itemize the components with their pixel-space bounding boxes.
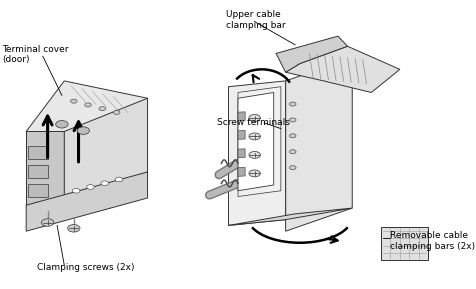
Circle shape [68,225,80,232]
Circle shape [85,103,91,107]
Polygon shape [238,167,245,176]
Polygon shape [228,208,352,225]
Circle shape [289,118,296,122]
Circle shape [56,121,68,128]
Polygon shape [286,46,400,92]
Circle shape [249,151,260,158]
Text: Removable cable
clamping bars (2x): Removable cable clamping bars (2x) [390,231,476,251]
Polygon shape [228,81,286,225]
Circle shape [41,219,54,226]
Circle shape [249,114,260,121]
Polygon shape [238,87,281,197]
Circle shape [87,185,94,189]
Text: Upper cable
clamping bar: Upper cable clamping bar [226,10,286,29]
Text: Clamping screws (2x): Clamping screws (2x) [37,263,134,272]
Polygon shape [276,36,347,72]
Circle shape [77,127,89,134]
Polygon shape [28,184,48,197]
Polygon shape [238,112,245,121]
Circle shape [249,133,260,140]
Circle shape [115,177,123,182]
Circle shape [289,166,296,170]
Circle shape [289,134,296,138]
Circle shape [289,150,296,154]
Polygon shape [26,172,148,231]
Polygon shape [28,165,48,178]
Polygon shape [238,130,245,139]
Polygon shape [28,146,48,159]
Polygon shape [26,81,148,149]
Polygon shape [64,98,148,205]
Circle shape [99,107,106,111]
Circle shape [101,181,109,186]
Polygon shape [238,149,245,158]
Text: Terminal cover
(door): Terminal cover (door) [2,45,69,64]
Circle shape [289,102,296,106]
Circle shape [70,99,77,103]
Polygon shape [26,131,64,205]
Circle shape [249,170,260,177]
Polygon shape [238,92,274,191]
Polygon shape [286,58,352,231]
Polygon shape [381,227,428,260]
Text: Screw terminals: Screw terminals [217,118,289,127]
Circle shape [113,110,120,114]
Circle shape [72,188,80,193]
